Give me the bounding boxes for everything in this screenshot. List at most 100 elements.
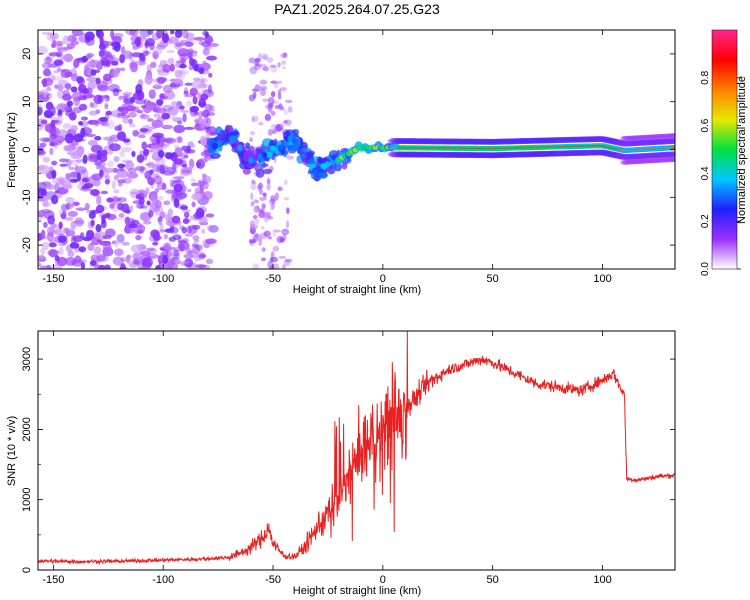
spectral-blob	[198, 253, 207, 259]
spectral-blob	[122, 116, 129, 124]
spectral-blob	[260, 85, 268, 91]
spectral-blob	[84, 31, 95, 41]
spectral-blob	[188, 58, 196, 66]
spectral-blob	[669, 151, 675, 158]
spectral-blob	[147, 30, 154, 35]
spectral-blob	[275, 80, 283, 85]
spectrogram-x-axis-label: Height of straight line (km)	[293, 284, 421, 296]
spectral-blob	[38, 255, 47, 263]
spectral-blob	[89, 189, 100, 196]
spectral-blob	[255, 199, 260, 204]
spectral-blob	[79, 232, 85, 239]
spectral-blob	[117, 163, 126, 169]
spectral-blob	[57, 83, 64, 91]
spectral-blob	[262, 247, 266, 252]
spectral-blob	[129, 30, 139, 37]
spectral-blob	[46, 56, 51, 62]
spectral-blob	[57, 47, 69, 53]
spectral-blob	[191, 193, 203, 201]
spectral-blob	[70, 141, 79, 147]
spectral-blob	[112, 256, 124, 266]
spectral-blob	[162, 242, 172, 250]
spectral-blob	[300, 154, 306, 159]
spectral-blob	[89, 260, 97, 266]
spectral-blob	[201, 173, 207, 178]
spectral-blob	[198, 98, 207, 108]
spectral-blob	[198, 180, 205, 187]
colorbar-frame	[711, 29, 738, 270]
spectral-blob	[105, 51, 112, 59]
spectral-blob	[103, 264, 111, 269]
spectral-blob	[136, 229, 144, 234]
spectral-blob	[95, 30, 101, 38]
spectral-blob	[282, 52, 288, 58]
spectral-blob	[65, 173, 72, 181]
spectral-blob	[287, 143, 298, 154]
spectral-blob	[270, 91, 276, 98]
snr-plot-area	[38, 331, 675, 570]
spectral-blob	[281, 66, 287, 70]
spectral-blob	[158, 164, 169, 174]
spectral-blob	[265, 211, 272, 215]
spectral-blob	[54, 139, 59, 150]
spectral-blob	[123, 50, 133, 59]
spectral-blob	[70, 124, 78, 133]
spectral-blob	[125, 30, 137, 36]
spectral-blob	[138, 134, 146, 139]
spectral-blob	[67, 250, 75, 257]
spectral-blob	[78, 121, 84, 126]
spectral-blob	[54, 255, 60, 262]
spectral-blob	[284, 119, 292, 126]
spectral-blob	[334, 162, 342, 172]
spectral-blob	[145, 187, 150, 195]
spectral-blob	[282, 234, 287, 241]
spectrogram-y-axis-label: Frequency (Hz)	[6, 112, 18, 188]
spectral-blob	[184, 258, 194, 268]
spectral-blob	[116, 169, 129, 178]
spectral-blob	[144, 74, 153, 85]
spectral-blob	[122, 91, 133, 96]
spectral-blob	[40, 208, 51, 213]
spectral-blob	[274, 105, 280, 110]
spectral-blob	[129, 62, 138, 73]
spectral-blob	[183, 87, 189, 94]
colorbar-tick: 0.6	[700, 118, 741, 133]
spectral-blob	[156, 30, 163, 39]
spectral-blob	[153, 175, 163, 185]
spectral-blob	[325, 160, 330, 168]
spectral-blob	[200, 136, 207, 146]
spectral-blob	[270, 251, 275, 259]
spectral-blob	[286, 155, 295, 160]
spectral-blob	[162, 170, 175, 176]
spectral-blob	[78, 84, 87, 94]
spectral-blob	[208, 224, 219, 233]
spectral-blob	[39, 265, 48, 269]
spectral-blob	[126, 254, 132, 259]
spectral-blob	[162, 264, 172, 269]
spectral-blob	[87, 119, 99, 125]
spectral-blob	[273, 229, 282, 233]
spectral-blob	[118, 167, 125, 172]
snr-x-tick: 0	[380, 331, 386, 586]
spectral-blob	[213, 136, 219, 142]
spectral-blob	[205, 258, 214, 265]
spectral-blob	[102, 242, 112, 253]
spectral-blob	[272, 232, 276, 238]
snr-x-tick: 50	[487, 331, 499, 586]
spectral-blob	[201, 228, 206, 235]
spectral-blob	[260, 257, 267, 262]
spectral-blob	[253, 63, 262, 71]
spectral-blob	[166, 166, 174, 171]
spectral-blob	[283, 259, 291, 266]
spectral-blob	[269, 139, 274, 145]
spectral-blob	[103, 213, 111, 219]
spectral-blob	[168, 36, 180, 44]
spectral-blob	[179, 105, 185, 110]
spectral-blob	[50, 194, 59, 205]
spectral-blob	[134, 36, 141, 47]
spectral-blob	[190, 182, 199, 187]
spectrogram-x-tick-label: 0	[380, 273, 386, 285]
spectral-blob	[73, 59, 79, 69]
spectral-blob	[114, 248, 124, 257]
spectral-blob	[169, 82, 180, 88]
